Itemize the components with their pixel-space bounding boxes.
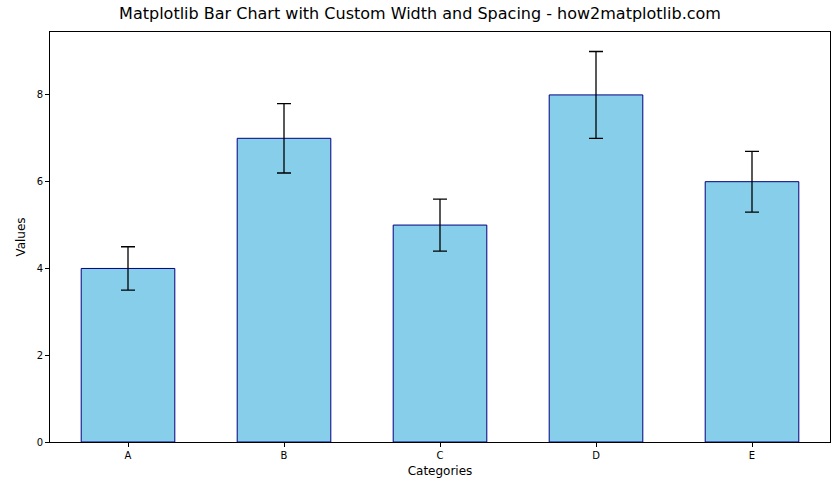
- svg-text:A: A: [125, 450, 132, 461]
- svg-text:B: B: [281, 450, 288, 461]
- svg-text:Values: Values: [14, 217, 28, 256]
- svg-text:2: 2: [37, 350, 43, 361]
- svg-text:D: D: [592, 450, 600, 461]
- svg-text:Categories: Categories: [408, 464, 473, 478]
- svg-text:Matplotlib Bar Chart with Cust: Matplotlib Bar Chart with Custom Width a…: [119, 4, 721, 23]
- svg-text:6: 6: [37, 176, 43, 187]
- svg-text:0: 0: [37, 437, 43, 448]
- svg-text:8: 8: [37, 89, 43, 100]
- svg-text:4: 4: [37, 263, 43, 274]
- svg-text:E: E: [749, 450, 755, 461]
- svg-text:C: C: [437, 450, 444, 461]
